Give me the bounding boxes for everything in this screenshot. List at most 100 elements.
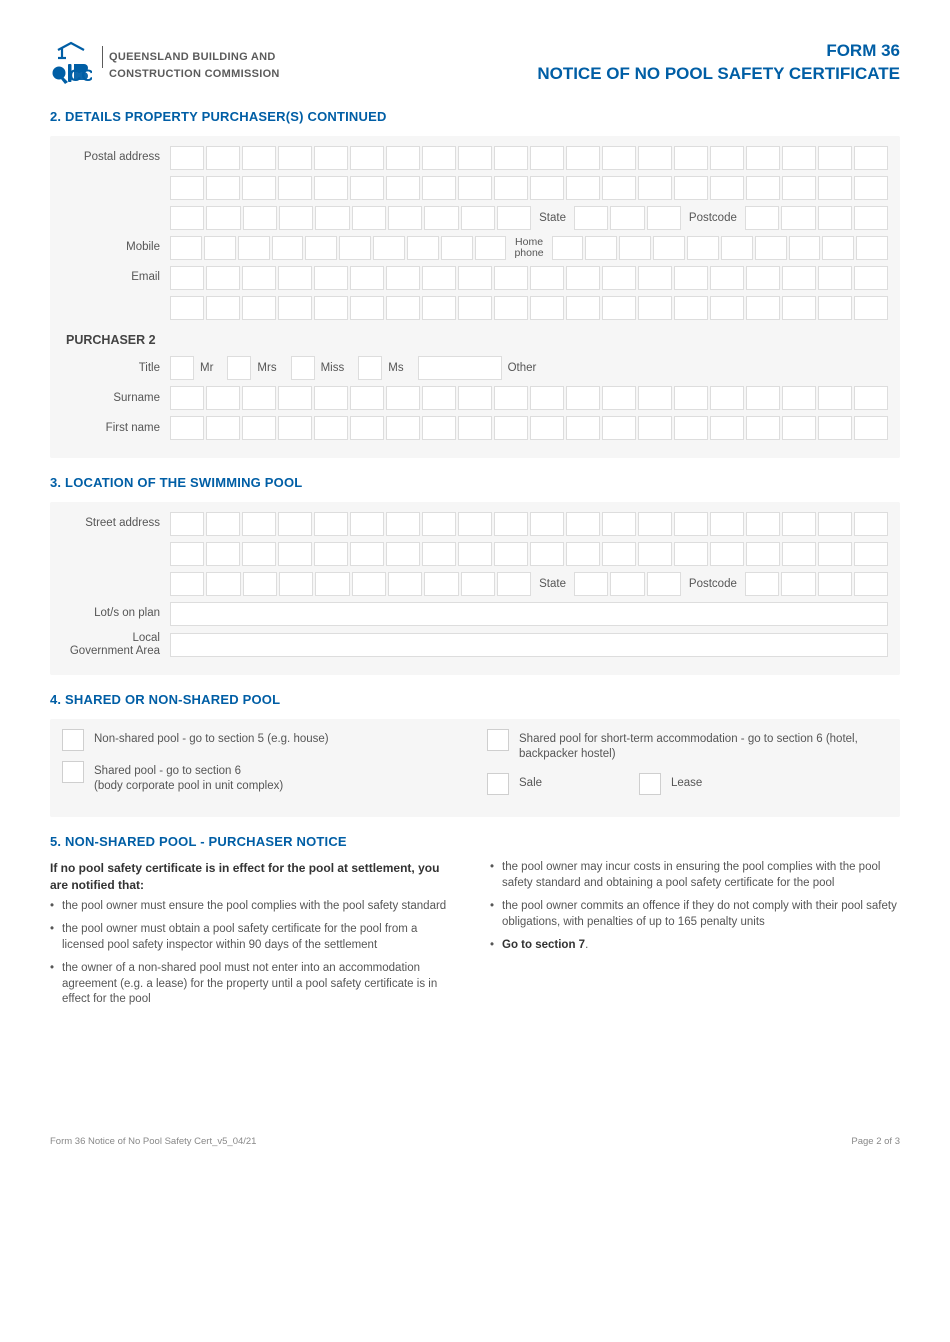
- email-cell[interactable]: [854, 296, 888, 320]
- street-cell[interactable]: [710, 512, 744, 536]
- email-cell[interactable]: [602, 266, 636, 290]
- mobile-cell[interactable]: [204, 236, 236, 260]
- firstname-cell[interactable]: [206, 416, 240, 440]
- firstname-cell[interactable]: [350, 416, 384, 440]
- firstname-cell[interactable]: [494, 416, 528, 440]
- input-cell[interactable]: [315, 206, 349, 230]
- email-cell[interactable]: [602, 296, 636, 320]
- street-cell[interactable]: [854, 512, 888, 536]
- street-cell[interactable]: [674, 542, 708, 566]
- email-cell[interactable]: [782, 296, 816, 320]
- street-cell[interactable]: [242, 512, 276, 536]
- email-cell[interactable]: [386, 296, 420, 320]
- input-cell[interactable]: [818, 146, 852, 170]
- postcode-cell[interactable]: [818, 206, 852, 230]
- surname-cell[interactable]: [494, 386, 528, 410]
- email-cell[interactable]: [530, 296, 564, 320]
- surname-cell[interactable]: [242, 386, 276, 410]
- surname-cell[interactable]: [458, 386, 492, 410]
- home-phone-cell[interactable]: [619, 236, 651, 260]
- input-cell[interactable]: [674, 176, 708, 200]
- street-cell[interactable]: [242, 542, 276, 566]
- home-phone-cell[interactable]: [585, 236, 617, 260]
- email-cell[interactable]: [458, 296, 492, 320]
- firstname-cell[interactable]: [530, 416, 564, 440]
- surname-cell[interactable]: [710, 386, 744, 410]
- input-cell[interactable]: [602, 146, 636, 170]
- surname-cell[interactable]: [602, 386, 636, 410]
- input-cell[interactable]: [530, 176, 564, 200]
- surname-cell[interactable]: [206, 386, 240, 410]
- lot-input[interactable]: [170, 602, 888, 626]
- street-cell[interactable]: [497, 572, 531, 596]
- input-cell[interactable]: [386, 176, 420, 200]
- state-cell[interactable]: [610, 572, 644, 596]
- firstname-cell[interactable]: [386, 416, 420, 440]
- email-cell[interactable]: [638, 296, 672, 320]
- email-cell[interactable]: [206, 266, 240, 290]
- firstname-cell[interactable]: [638, 416, 672, 440]
- email-cell[interactable]: [818, 296, 852, 320]
- email-cell[interactable]: [494, 296, 528, 320]
- surname-cell[interactable]: [782, 386, 816, 410]
- lease-checkbox[interactable]: [639, 773, 661, 795]
- input-cell[interactable]: [461, 206, 495, 230]
- email-cell[interactable]: [278, 266, 312, 290]
- street-cell[interactable]: [494, 512, 528, 536]
- firstname-cell[interactable]: [818, 416, 852, 440]
- postcode-cell[interactable]: [745, 572, 779, 596]
- email-cell[interactable]: [710, 266, 744, 290]
- email-cell[interactable]: [674, 296, 708, 320]
- surname-cell[interactable]: [350, 386, 384, 410]
- input-cell[interactable]: [242, 176, 276, 200]
- postcode-cell[interactable]: [781, 206, 815, 230]
- street-cell[interactable]: [243, 572, 277, 596]
- input-cell[interactable]: [314, 146, 348, 170]
- street-cell[interactable]: [386, 512, 420, 536]
- input-cell[interactable]: [242, 146, 276, 170]
- street-cell[interactable]: [566, 542, 600, 566]
- input-cell[interactable]: [170, 206, 204, 230]
- input-cell[interactable]: [206, 176, 240, 200]
- input-cell[interactable]: [854, 146, 888, 170]
- street-cell[interactable]: [206, 542, 240, 566]
- firstname-cell[interactable]: [674, 416, 708, 440]
- firstname-cell[interactable]: [710, 416, 744, 440]
- street-cell[interactable]: [278, 512, 312, 536]
- firstname-cell[interactable]: [170, 416, 204, 440]
- input-cell[interactable]: [458, 146, 492, 170]
- input-cell[interactable]: [424, 206, 458, 230]
- street-cell[interactable]: [314, 542, 348, 566]
- input-cell[interactable]: [422, 176, 456, 200]
- firstname-cell[interactable]: [782, 416, 816, 440]
- mobile-cell[interactable]: [373, 236, 405, 260]
- surname-cell[interactable]: [278, 386, 312, 410]
- mobile-cell[interactable]: [339, 236, 371, 260]
- input-cell[interactable]: [352, 206, 386, 230]
- home-phone-cell[interactable]: [552, 236, 584, 260]
- input-cell[interactable]: [674, 146, 708, 170]
- input-cell[interactable]: [746, 176, 780, 200]
- street-cell[interactable]: [278, 542, 312, 566]
- firstname-cell[interactable]: [422, 416, 456, 440]
- street-cell[interactable]: [566, 512, 600, 536]
- street-cell[interactable]: [638, 512, 672, 536]
- street-cell[interactable]: [782, 542, 816, 566]
- input-cell[interactable]: [818, 176, 852, 200]
- input-cell[interactable]: [278, 176, 312, 200]
- street-cell[interactable]: [782, 512, 816, 536]
- input-cell[interactable]: [566, 176, 600, 200]
- firstname-cell[interactable]: [278, 416, 312, 440]
- sale-checkbox[interactable]: [487, 773, 509, 795]
- mobile-cell[interactable]: [170, 236, 202, 260]
- email-cell[interactable]: [170, 266, 204, 290]
- surname-cell[interactable]: [386, 386, 420, 410]
- email-cell[interactable]: [746, 266, 780, 290]
- mobile-cell[interactable]: [238, 236, 270, 260]
- street-cell[interactable]: [206, 572, 240, 596]
- firstname-cell[interactable]: [314, 416, 348, 440]
- street-cell[interactable]: [530, 542, 564, 566]
- street-cell[interactable]: [350, 542, 384, 566]
- street-cell[interactable]: [315, 572, 349, 596]
- state-cell[interactable]: [647, 206, 681, 230]
